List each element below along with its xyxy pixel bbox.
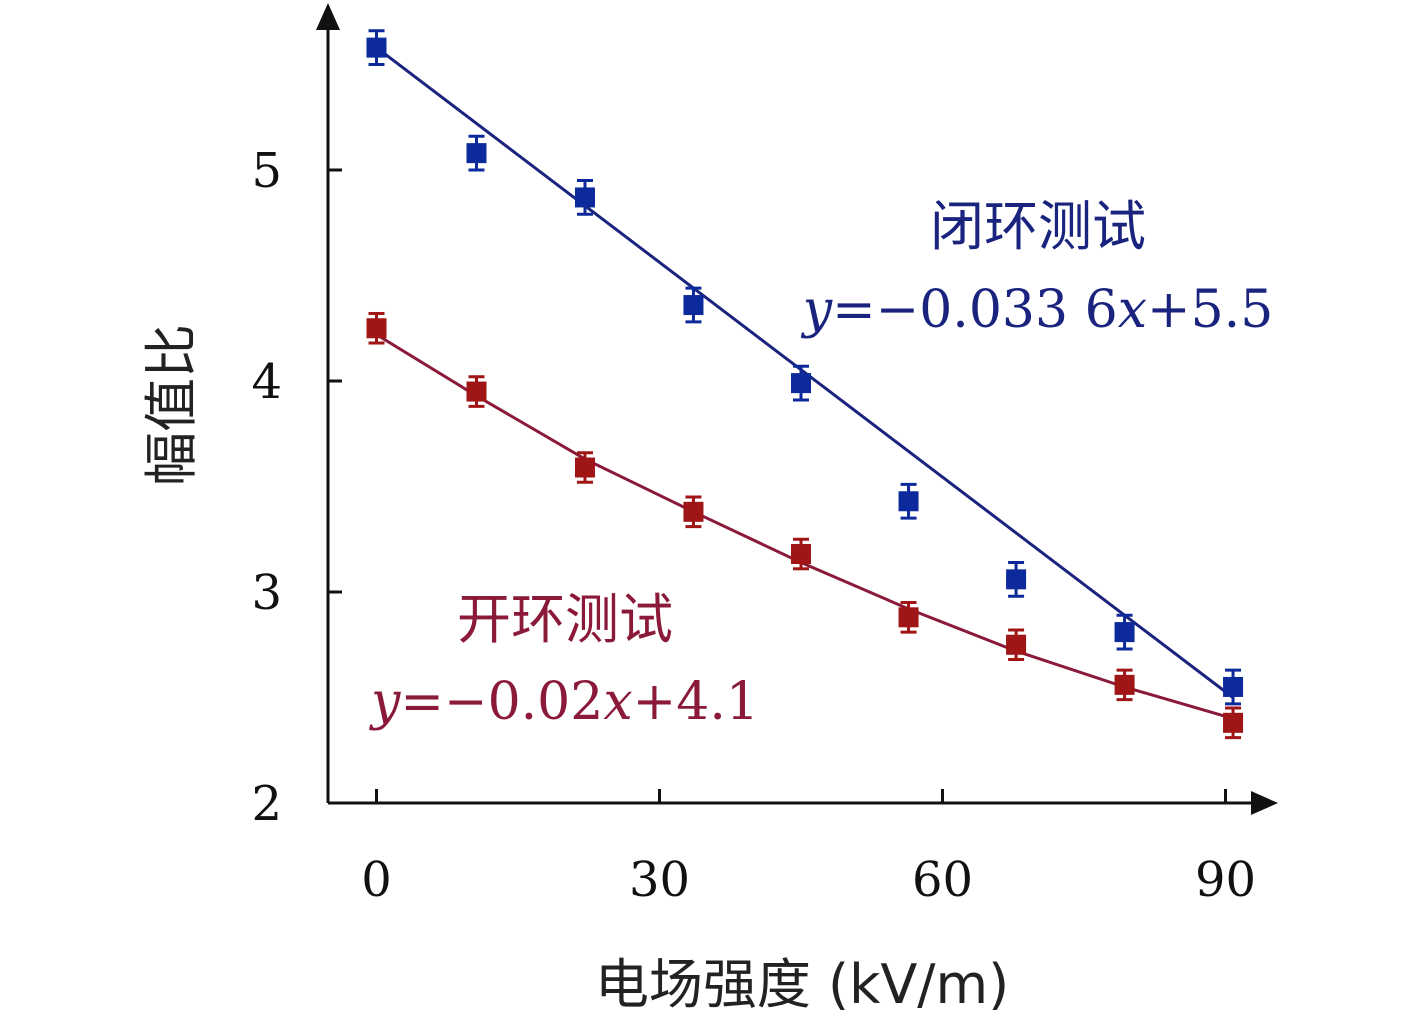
marker-square: [683, 295, 704, 316]
data-point-open: [574, 451, 595, 484]
open-loop-label: 开环测试: [457, 588, 673, 651]
data-point-open: [898, 601, 919, 634]
y-tick-label: 3: [251, 565, 282, 621]
data-point-closed: [366, 29, 387, 66]
annotation-closed: 闭环测试 y=−0.033 6x+5.5: [801, 195, 1274, 340]
marker-square: [366, 318, 387, 339]
marker-square: [1114, 674, 1135, 695]
marker-square: [791, 373, 811, 394]
marker-square: [1223, 676, 1244, 697]
marker-square: [574, 457, 595, 478]
data-point-closed: [898, 482, 919, 520]
x-tick-label: 30: [629, 852, 690, 908]
data-point-open: [1114, 668, 1135, 702]
data-point-closed: [1114, 613, 1135, 651]
data-point-open: [791, 537, 811, 571]
marker-square: [466, 143, 487, 164]
series-closed: [366, 29, 1244, 706]
series-open: [366, 311, 1244, 740]
data-point-closed: [466, 134, 487, 172]
marker-square: [1006, 634, 1027, 655]
data-point-closed: [791, 364, 811, 402]
y-tick-label: 2: [251, 776, 282, 832]
data-point-closed: [1006, 560, 1027, 598]
marker-square: [366, 37, 387, 58]
x-axis-title: 电场强度 (kV/m): [595, 953, 1009, 1016]
marker-square: [898, 491, 919, 512]
data-point-closed: [1223, 668, 1244, 706]
axes: [316, 3, 1278, 815]
marker-square: [1223, 712, 1244, 733]
annotation-open: 开环测试 y=−0.02x+4.1: [369, 588, 759, 732]
data-point-closed: [683, 286, 704, 324]
marker-square: [898, 607, 919, 628]
marker-square: [466, 381, 487, 402]
closed-loop-equation: y=−0.033 6x+5.5: [801, 280, 1274, 340]
open-loop-equation: y=−0.02x+4.1: [369, 672, 759, 732]
closed-loop-label: 闭环测试: [930, 195, 1146, 258]
marker-square: [1006, 569, 1027, 590]
x-tick-label: 60: [912, 852, 973, 908]
marker-square: [791, 544, 811, 565]
data-point-open: [1223, 706, 1244, 740]
y-tick-label: 5: [251, 143, 282, 199]
plot-series: [366, 29, 1244, 740]
data-point-open: [683, 495, 704, 529]
marker-square: [1114, 622, 1135, 643]
marker-square: [574, 187, 595, 208]
data-point-open: [366, 311, 387, 345]
y-ticks: 2 3 4 5: [251, 143, 342, 832]
x-tick-label: 90: [1195, 852, 1256, 908]
data-point-closed: [574, 179, 595, 216]
fit-line-closed: [375, 46, 1234, 699]
marker-square: [683, 501, 704, 522]
y-axis-title: 幅值比: [140, 324, 203, 486]
x-ticks: 0 30 60 90: [361, 789, 1256, 908]
data-point-open: [1006, 628, 1027, 662]
x-tick-label: 0: [361, 852, 392, 908]
data-point-open: [466, 375, 487, 408]
y-tick-label: 4: [251, 354, 282, 410]
